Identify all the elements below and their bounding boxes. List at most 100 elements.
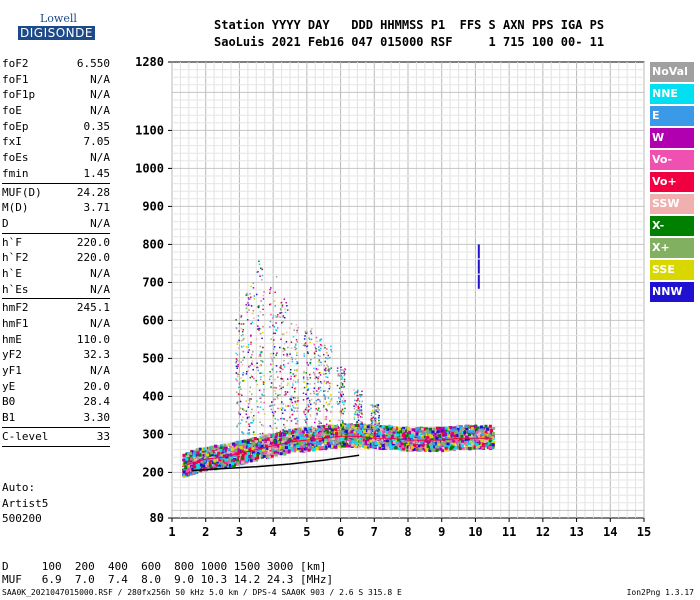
echo-point [372, 438, 376, 442]
spread-echo-point [269, 288, 271, 291]
echo-point [182, 458, 186, 462]
echo-point [264, 444, 268, 448]
echo-point [388, 425, 392, 429]
echo-point [351, 425, 355, 429]
spread-echo-point [308, 401, 311, 404]
header-labels: Station YYYY DAY DDD HHMMSS P1 FFS S AXN… [214, 18, 605, 32]
legend-item-e: E [650, 106, 694, 126]
echo-point [387, 431, 391, 435]
spread-echo-point [296, 361, 298, 363]
spread-echo-point [242, 432, 245, 435]
spread-echo-point [320, 422, 322, 424]
echo-point [229, 448, 233, 452]
legend-item-noval: NoVal [650, 62, 694, 82]
spread-echo-point [242, 329, 245, 331]
spread-echo-point [283, 349, 285, 352]
echo-point [185, 452, 189, 456]
spread-echo-point [344, 431, 346, 433]
spread-echo-point [247, 346, 250, 348]
spread-echo-point [294, 397, 297, 399]
spread-echo-point [261, 279, 263, 281]
spread-echo-point [326, 357, 329, 360]
spread-echo-point [243, 379, 246, 382]
spread-echo-point [375, 434, 378, 436]
spread-echo-point [296, 422, 298, 424]
echo-point [324, 440, 328, 444]
echo-point [306, 440, 310, 444]
echo-point [312, 433, 316, 437]
spread-echo-point [279, 308, 282, 310]
spread-echo-point [378, 434, 380, 436]
spread-echo-point [338, 375, 341, 377]
spread-echo-point [293, 406, 295, 409]
spread-echo-point [353, 418, 356, 420]
echo-point [225, 453, 229, 457]
spread-echo-point [260, 360, 262, 362]
echo-point [186, 459, 190, 463]
echo-point [440, 442, 444, 446]
spread-echo-point [294, 381, 297, 383]
echo-point [182, 472, 186, 476]
spread-echo-point [270, 338, 272, 340]
spread-echo-point [275, 354, 277, 356]
spread-echo-point [357, 429, 359, 431]
spread-echo-point [314, 433, 317, 435]
spread-echo-point [359, 421, 362, 423]
echo-point [384, 443, 388, 447]
echo-point [231, 444, 235, 448]
spread-echo-point [360, 421, 363, 423]
spread-echo-point [343, 380, 346, 383]
echo-point [271, 447, 275, 451]
spread-echo-point [305, 416, 307, 418]
echo-point [417, 448, 421, 452]
spread-echo-point [282, 417, 284, 420]
echo-point [312, 447, 316, 451]
spread-echo-point [253, 317, 255, 319]
spread-echo-point [304, 410, 306, 412]
spread-echo-point [296, 352, 298, 354]
spread-echo-point [330, 367, 332, 369]
param-value: 220.0 [76, 251, 110, 265]
echo-point [471, 446, 475, 450]
spread-echo-point [253, 298, 256, 300]
spread-echo-point [241, 394, 243, 396]
echo-point [193, 467, 197, 471]
echo-point [416, 426, 420, 430]
echo-point [208, 461, 212, 465]
spread-echo-point [262, 391, 265, 393]
echo-point [426, 440, 430, 444]
spread-echo-point [279, 316, 281, 318]
echo-point [447, 434, 451, 438]
spread-echo-point [287, 362, 289, 365]
echo-point [484, 444, 488, 448]
echo-point [336, 439, 340, 443]
spread-echo-point [291, 409, 293, 411]
spread-echo-point [256, 383, 259, 386]
spread-echo-point [297, 327, 299, 329]
spread-echo-point [353, 389, 355, 391]
echo-point [347, 431, 351, 435]
echo-point [406, 445, 410, 449]
echo-point [270, 454, 274, 458]
spread-echo-point [324, 369, 327, 372]
spread-echo-point [327, 397, 330, 399]
spread-echo-point [241, 408, 244, 410]
echo-point [430, 437, 434, 441]
spread-echo-point [329, 400, 331, 403]
spread-echo-point [236, 424, 239, 426]
echo-point [255, 445, 259, 449]
spread-echo-point [297, 381, 299, 383]
spread-echo-point [308, 399, 311, 402]
spread-echo-point [378, 422, 380, 424]
echo-point [335, 442, 339, 446]
spread-echo-point [303, 410, 306, 413]
spread-echo-point [340, 424, 342, 427]
spread-echo-point [325, 423, 328, 426]
spread-echo-point [356, 409, 359, 412]
spread-echo-point [258, 355, 260, 358]
echo-point [287, 434, 291, 438]
echo-point [424, 445, 428, 449]
spread-echo-point [289, 371, 292, 374]
spread-echo-point [371, 432, 373, 435]
spread-echo-point [242, 416, 244, 418]
